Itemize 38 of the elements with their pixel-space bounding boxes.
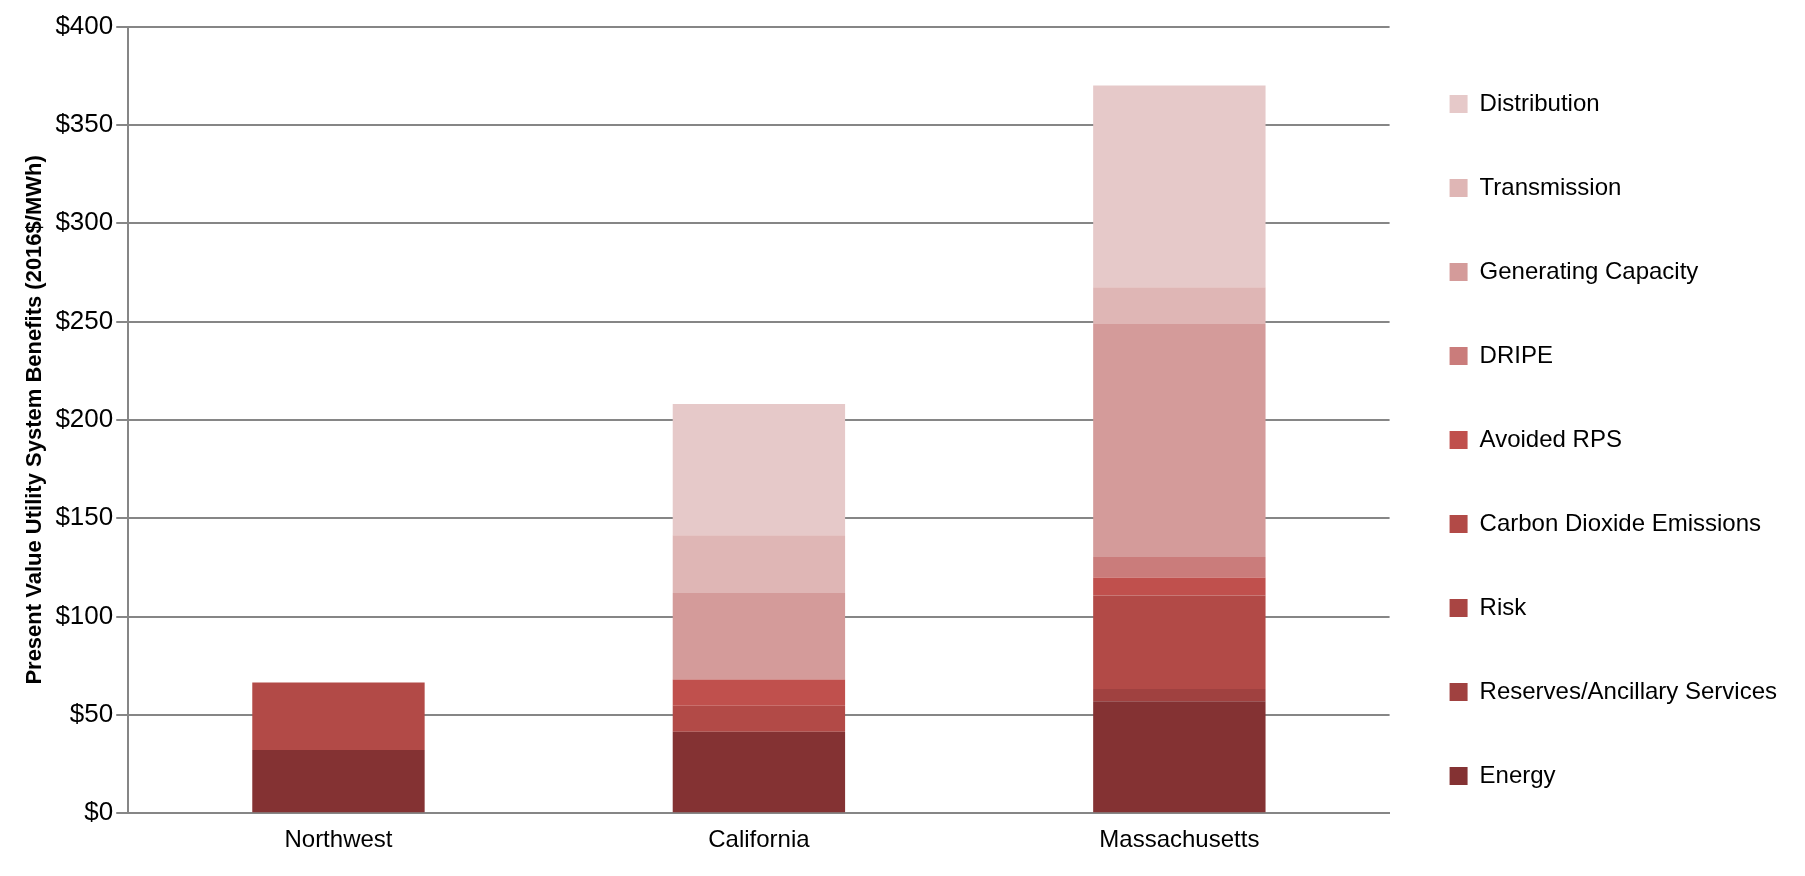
bar	[672, 403, 846, 536]
legend-label: Generating Capacity	[1479, 256, 1699, 284]
y-tick-label: $0	[84, 796, 114, 827]
x-tick-label: Massachusetts	[1099, 825, 1260, 853]
y-tick-label: $300	[55, 206, 114, 237]
bar	[672, 705, 846, 732]
bar	[1093, 85, 1266, 288]
bar	[252, 682, 425, 750]
legend-label: Reserves/Ancillary Services	[1479, 676, 1777, 704]
bar	[252, 749, 425, 813]
bar	[672, 592, 846, 680]
legend-label: Avoided RPS	[1479, 424, 1622, 452]
bar	[1093, 595, 1266, 689]
bar	[1093, 323, 1266, 557]
y-tick-label: $100	[55, 599, 114, 630]
y-tick-label: $200	[55, 403, 114, 434]
x-tick-label: California	[708, 825, 811, 853]
y-tick-label: $350	[55, 108, 114, 139]
legend-label: Risk	[1479, 592, 1528, 620]
legend-label: Energy	[1479, 760, 1556, 788]
y-tick-label: $150	[55, 501, 114, 532]
bar	[672, 731, 846, 813]
legend-label: Distribution	[1479, 88, 1600, 116]
x-tick-label: Northwest	[284, 825, 393, 853]
bar	[672, 679, 846, 706]
bar	[672, 535, 846, 593]
legend-label: DRIPE	[1479, 340, 1553, 368]
bar	[1093, 701, 1266, 813]
y-tick-label: $250	[55, 304, 114, 335]
bar	[1093, 556, 1266, 578]
legend-label: Transmission	[1479, 172, 1622, 200]
bar	[1093, 688, 1266, 702]
y-tick-label: $50	[69, 698, 114, 729]
y-tick-label: $400	[55, 9, 114, 40]
bar	[1093, 287, 1266, 324]
legend-label: Carbon Dioxide Emissions	[1479, 508, 1762, 536]
bar	[1093, 577, 1266, 596]
y-axis-title: Present Value Utility System Benefits (2016$/MWh)	[21, 155, 47, 685]
